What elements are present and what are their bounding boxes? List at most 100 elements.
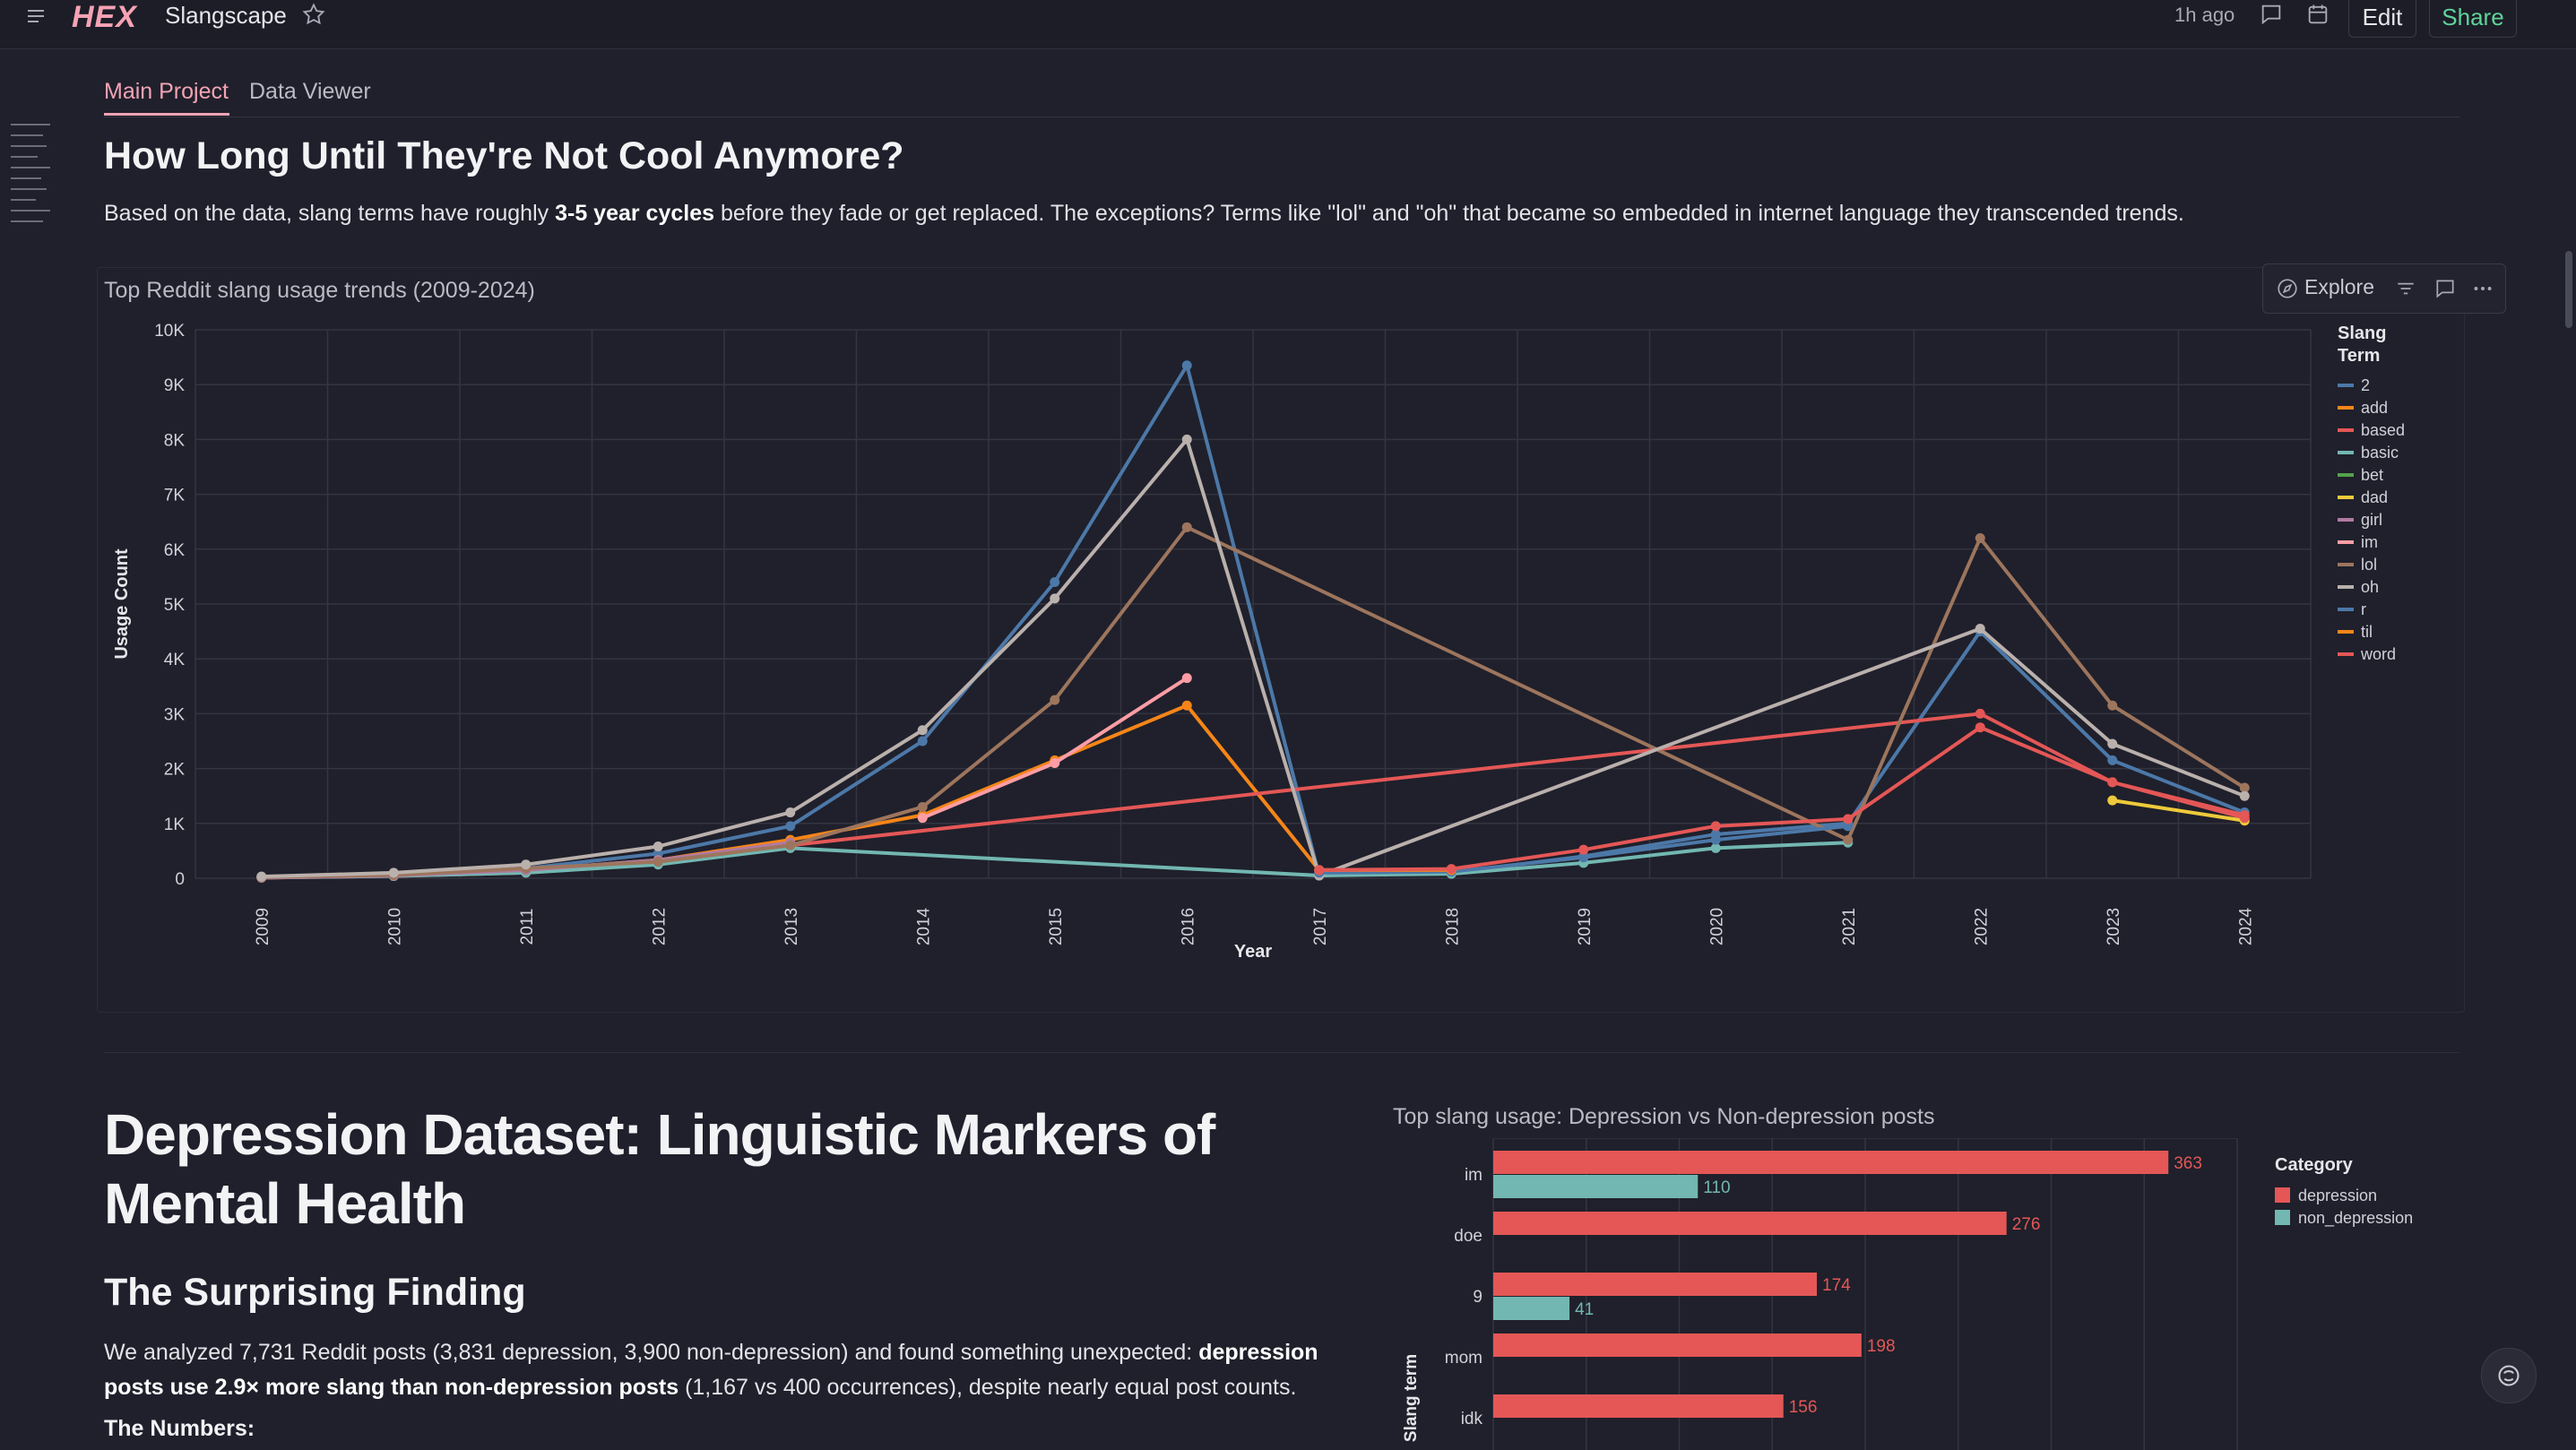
data-point-word (1710, 821, 1721, 832)
app-title[interactable]: Slangscape (165, 2, 287, 29)
data-label-depression: 363 (2174, 1154, 2202, 1173)
data-point-lol (785, 840, 796, 850)
x-tick-label: 2013 (782, 908, 801, 945)
para-text: We analyzed 7,731 Reddit posts (3,831 de… (104, 1340, 1199, 1365)
y-tick-label: im (1465, 1166, 1482, 1185)
x-axis-title: Year (1234, 942, 1272, 962)
data-point-word (1975, 722, 1985, 733)
legend-title-line1: Slang (2338, 324, 2386, 343)
line-chart-card (97, 267, 2465, 1013)
data-point-2 (785, 821, 796, 832)
chat-help-icon (2498, 1365, 2520, 1386)
data-point-word (2239, 813, 2250, 824)
last-updated: 1h ago (2174, 4, 2235, 26)
x-tick-label: 2018 (1443, 908, 1462, 945)
y-tick-label: 2K (164, 761, 186, 780)
data-point-lol (917, 801, 928, 812)
edit-button[interactable]: Edit (2348, 0, 2416, 38)
data-point-im (1181, 673, 1192, 684)
y-tick-label: 9 (1473, 1288, 1482, 1307)
y-tick-label: 8K (164, 431, 186, 450)
x-tick-label: 2021 (1840, 908, 1859, 945)
data-label-depression: 174 (1822, 1276, 1851, 1295)
finding-subheading: The Surprising Finding (104, 1271, 526, 1314)
legend-label-add: add (2361, 399, 2388, 417)
x-tick-label: 2014 (914, 907, 933, 945)
y-axis-title: Slang term (1402, 1354, 1421, 1442)
tab-data-viewer[interactable]: Data Viewer (249, 79, 371, 104)
y-tick-label: 4K (164, 651, 186, 669)
legend-label-girl: girl (2361, 511, 2382, 529)
calendar-icon[interactable] (2305, 2, 2330, 27)
section-heading: How Long Until They're Not Cool Anymore? (104, 134, 904, 177)
help-button[interactable] (2481, 1348, 2537, 1403)
legend-title: Category (2275, 1155, 2354, 1175)
hex-logo[interactable]: HEX (72, 0, 137, 34)
para-text: before they fade or get replaced. The ex… (714, 201, 2184, 226)
para-bold: 3-5 year cycles (555, 201, 715, 226)
x-tick-label: 2019 (1576, 908, 1595, 945)
menu-icon[interactable] (25, 5, 47, 27)
top-bar: HEX Slangscape 1h ago Edit Share (0, 0, 2576, 49)
data-point-add (1181, 700, 1192, 711)
data-label-non_depression: 41 (1575, 1300, 1594, 1319)
explore-button[interactable]: Explore (2304, 275, 2374, 298)
legend-label-dad: dad (2361, 488, 2388, 506)
data-point-lol (1050, 695, 1060, 705)
data-point-oh (917, 725, 928, 736)
x-tick-label: 2024 (2236, 907, 2255, 945)
bar-depression (1493, 1333, 1862, 1357)
x-tick-label: 2011 (518, 909, 537, 945)
depression-heading: Depression Dataset: Linguistic Markers o… (104, 1102, 1215, 1236)
y-tick-label: idk (1461, 1410, 1483, 1428)
para-text: (1,167 vs 400 occurrences), despite near… (679, 1375, 1297, 1400)
data-label-non_depression: 110 (1703, 1178, 1730, 1197)
data-point-lol (653, 857, 663, 867)
data-point-im (917, 813, 928, 824)
star-icon[interactable] (301, 2, 326, 27)
legend-label-r: r (2361, 600, 2366, 618)
share-button[interactable]: Share (2429, 0, 2517, 38)
legend-label-depression: depression (2298, 1187, 2377, 1204)
bar-depression (1493, 1151, 2169, 1174)
tab-main-project[interactable]: Main Project (104, 79, 229, 104)
data-point-oh (785, 807, 796, 818)
y-tick-label: 3K (164, 705, 186, 724)
bar-depression (1493, 1212, 2007, 1235)
filter-icon[interactable] (2394, 277, 2417, 300)
data-point-word (1314, 865, 1325, 876)
legend-label-2: 2 (2361, 376, 2370, 394)
bar-depression (1493, 1273, 1818, 1296)
active-tab-indicator (104, 113, 229, 116)
data-point-oh (521, 859, 532, 870)
legend-label-based: based (2361, 421, 2405, 439)
data-point-2 (1181, 360, 1192, 371)
finding-paragraph: We analyzed 7,731 Reddit posts (3,831 de… (104, 1335, 1359, 1405)
x-tick-label: 2017 (1311, 908, 1330, 945)
series-line-2 (261, 360, 2245, 879)
scrollbar[interactable] (2565, 251, 2572, 328)
bar-non_depression (1493, 1175, 1699, 1198)
y-tick-label: 7K (164, 487, 186, 505)
y-tick-label: 0 (175, 870, 185, 889)
y-tick-label: doe (1454, 1227, 1482, 1246)
comment-icon[interactable] (2433, 277, 2457, 300)
legend-label-bet: bet (2361, 466, 2383, 484)
x-tick-label: 2016 (1179, 908, 1197, 945)
y-tick-label: 10K (154, 322, 185, 341)
more-icon[interactable] (2471, 277, 2494, 300)
series-line-dad (2112, 798, 2245, 823)
y-tick-label: mom (1445, 1349, 1482, 1368)
numbers-label: The Numbers: (104, 1416, 255, 1441)
cycles-paragraph: Based on the data, slang terms have roug… (104, 201, 2452, 227)
data-point-2 (917, 736, 928, 747)
legend-swatch-non_depression (2275, 1210, 2290, 1225)
y-axis-title: Usage Count (112, 548, 132, 660)
outline-toc-icon[interactable] (11, 124, 54, 231)
project-tabs: Main Project Data Viewer (104, 75, 2459, 117)
data-point-dad (2107, 795, 2118, 806)
series-line-word (1318, 725, 2245, 872)
legend-label-word: word (2360, 645, 2396, 663)
compass-icon[interactable] (2276, 277, 2299, 300)
comment-icon[interactable] (2259, 2, 2284, 27)
